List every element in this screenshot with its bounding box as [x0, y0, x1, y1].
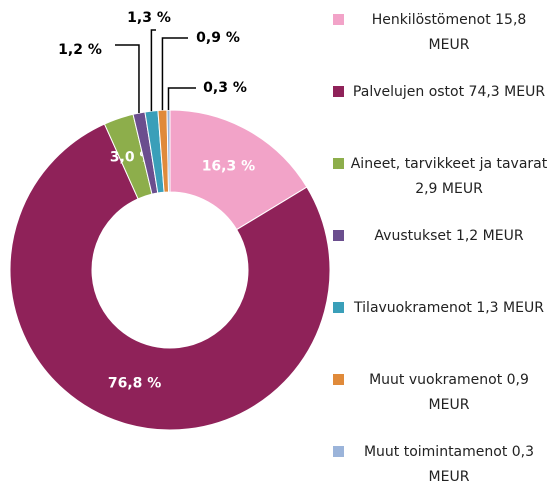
slice — [9, 123, 331, 431]
slice — [166, 109, 171, 193]
legend-item: Muut vuokramenot 0,9 MEUR — [333, 368, 548, 418]
legend-item: Avustukset 1,2 MEUR — [333, 224, 548, 249]
legend-label: Avustukset 1,2 MEUR — [374, 228, 524, 244]
leader-line — [161, 37, 188, 111]
legend-label: Henkilöstömenot 15,8 MEUR — [371, 12, 527, 53]
legend-swatch — [333, 14, 344, 25]
legend-swatch — [333, 86, 344, 97]
legend-label: Muut toimintamenot 0,3 MEUR — [363, 444, 535, 485]
legend-label: Aineet, tarvikkeet ja tavarat 2,9 MEUR — [350, 156, 548, 197]
legend-label: Palvelujen ostot 74,3 MEUR — [352, 84, 546, 100]
legend-item: Muut toimintamenot 0,3 MEUR — [333, 440, 548, 490]
legend-swatch — [333, 158, 344, 169]
data-label: 0,3 % — [203, 80, 247, 96]
slice — [169, 109, 308, 231]
donut: 16,3 %76,8 %3,0 %1,2 %1,3 %0,9 %0,3 % — [9, 10, 331, 431]
legend-item: Henkilöstömenot 15,8 MEUR — [333, 8, 548, 58]
leader-line — [167, 87, 196, 111]
legend-swatch — [333, 302, 344, 313]
legend-label: Tilavuokramenot 1,3 MEUR — [354, 300, 544, 316]
data-label: 76,8 % — [108, 376, 161, 392]
data-label: 1,2 % — [58, 42, 102, 58]
legend-label: Muut vuokramenot 0,9 MEUR — [369, 372, 529, 413]
legend-item: Aineet, tarvikkeet ja tavarat 2,9 MEUR — [333, 152, 548, 202]
data-label: 1,3 % — [127, 10, 171, 26]
leader-line — [150, 29, 156, 112]
legend-swatch — [333, 374, 344, 385]
leader-line — [115, 44, 140, 114]
legend-swatch — [333, 230, 344, 241]
data-label: 0,9 % — [196, 30, 240, 46]
legend-item: Palvelujen ostot 74,3 MEUR — [333, 80, 548, 105]
legend-swatch — [333, 446, 344, 457]
legend-item: Tilavuokramenot 1,3 MEUR — [333, 296, 548, 321]
data-label: 16,3 % — [202, 158, 255, 174]
